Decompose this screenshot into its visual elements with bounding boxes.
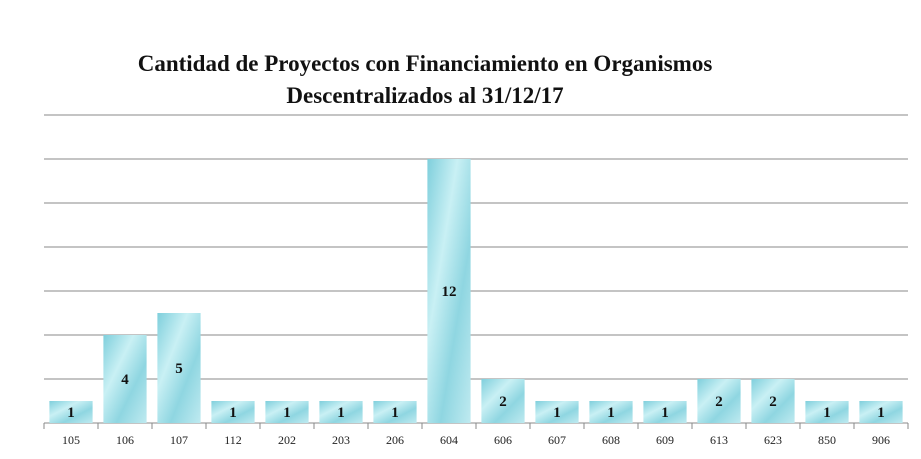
bar-206 [373,401,417,423]
bar-112 [211,401,255,423]
data-label-112: 1 [229,405,237,421]
data-label-206: 1 [391,405,399,421]
bar-203 [319,401,363,423]
x-tick-label-107: 107 [170,433,188,447]
data-label-107: 5 [175,361,183,377]
x-tick-label-609: 609 [656,433,674,447]
bar-606 [481,379,525,423]
data-label-906: 1 [877,405,885,421]
data-label-604: 12 [442,284,457,300]
x-tick-label-206: 206 [386,433,404,447]
bar-850 [805,401,849,423]
bar-607 [535,401,579,423]
bar-623 [751,379,795,423]
bar-202 [265,401,309,423]
x-tick-label-105: 105 [62,433,80,447]
chart-title-line-2: Descentralizados al 31/12/17 [286,83,564,108]
data-label-613: 2 [715,394,723,410]
x-tick-label-623: 623 [764,433,782,447]
x-tick-label-112: 112 [224,433,242,447]
data-label-606: 2 [499,394,507,410]
bar-604 [427,159,471,423]
data-label-202: 1 [283,405,291,421]
data-label-203: 1 [337,405,345,421]
x-tick-label-604: 604 [440,433,458,447]
x-tick-label-202: 202 [278,433,296,447]
data-label-623: 2 [769,394,777,410]
bar-106 [103,335,147,423]
bar-107 [157,313,201,423]
x-tick-label-613: 613 [710,433,728,447]
data-label-609: 1 [661,405,669,421]
x-tick-label-607: 607 [548,433,566,447]
x-tick-label-203: 203 [332,433,350,447]
bar-105 [49,401,93,423]
data-label-608: 1 [607,405,615,421]
data-label-106: 4 [121,372,129,388]
chart-title-line-1: Cantidad de Proyectos con Financiamiento… [137,51,713,76]
x-tick-label-606: 606 [494,433,512,447]
x-tick-label-106: 106 [116,433,134,447]
bar-609 [643,401,687,423]
data-label-850: 1 [823,405,831,421]
x-tick-label-906: 906 [872,433,890,447]
bar-906 [859,401,903,423]
data-label-105: 1 [67,405,75,421]
x-tick-label-608: 608 [602,433,620,447]
x-tick-label-850: 850 [818,433,836,447]
bar-608 [589,401,633,423]
data-label-607: 1 [553,405,561,421]
bar-613 [697,379,741,423]
